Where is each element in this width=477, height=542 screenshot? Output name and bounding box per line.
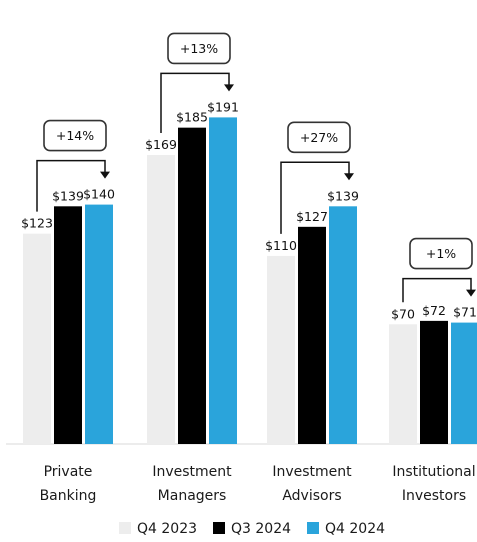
value-label: $70 [391,306,415,321]
bar-q3-2024-0 [54,206,82,444]
category-label: Private [44,464,93,480]
growth-label: +14% [56,128,94,143]
bar-q4-2024-0 [85,204,113,444]
value-label: $185 [176,110,208,125]
plot-area: $123$139 $140+14%PrivateBanking$169$185$1… [21,32,477,504]
category-label: Institutional [392,464,475,480]
value-label: $72 [422,303,446,318]
growth-box [287,121,351,154]
growth-label: +27% [300,130,338,145]
legend-label: Q4 2023 [137,521,197,537]
growth-arrowhead [344,173,354,181]
growth-arrowhead [224,84,234,92]
bar-q3-2024-2 [298,226,326,444]
value-label: $71 [453,305,477,320]
growth-bracket [160,72,230,134]
category-label: Advisors [282,488,341,504]
legend-swatch [213,522,225,534]
value-label: $169 [145,137,177,152]
growth-bracket [36,159,106,212]
growth-box [167,32,231,65]
legend-label: Q3 2024 [231,521,291,537]
bar-q4-2023-0 [23,233,51,444]
category-label: Banking [40,488,97,504]
value-label: $127 [296,209,328,224]
bar-q3-2024-1 [178,127,206,445]
growth-label: +13% [180,41,218,56]
category-label: Investors [402,488,466,504]
value-label: $140 [83,187,115,202]
value-label: $123 [21,216,53,231]
legend: Q4 2023 Q3 2024 Q4 2024 [119,521,385,537]
value-label: $139 [52,188,84,203]
growth-label: +1% [426,246,456,261]
growth-box [43,119,107,152]
growth-arrowhead [100,171,110,179]
value-label: $191 [207,99,239,114]
bar-q4-2024-1 [209,117,237,444]
bar-q4-2023-2 [267,255,295,444]
bar-q4-2024-2 [329,206,357,444]
bar-q4-2023-3 [389,324,417,444]
bar-q4-2024-3 [451,322,477,444]
legend-label: Q4 2024 [325,521,385,537]
growth-box [409,237,473,270]
growth-bracket [280,161,350,234]
growth-bracket [402,277,472,303]
bar-q4-2023-1 [147,155,175,444]
legend-swatch [307,522,319,534]
value-label: $139 [327,188,359,203]
bar-q3-2024-3 [420,320,448,444]
category-label: Managers [158,488,227,504]
category-label: Investment [272,464,352,480]
growth-arrowhead [466,289,476,297]
category-label: Investment [152,464,232,480]
legend-swatch [119,522,131,534]
value-label: $110 [265,238,297,253]
